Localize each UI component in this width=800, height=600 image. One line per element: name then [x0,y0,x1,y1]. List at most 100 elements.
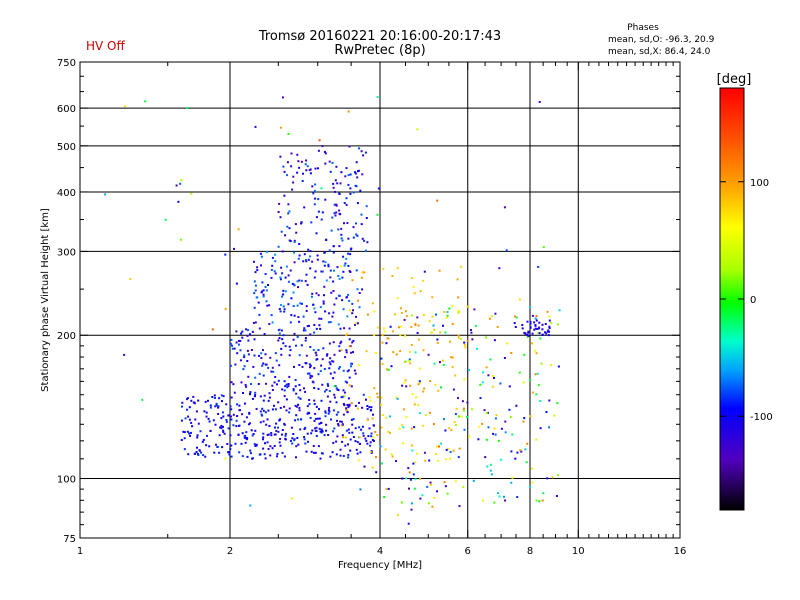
data-point [431,296,434,299]
data-point [245,437,248,440]
data-point [373,334,376,337]
data-point [437,389,440,392]
data-point [419,477,421,480]
data-point [531,332,534,335]
data-point [342,403,345,405]
data-point [235,330,238,333]
data-point [430,331,433,334]
data-point [518,298,521,301]
data-point [538,321,541,324]
data-point [335,297,338,300]
data-point [289,321,292,324]
data-point [333,385,336,388]
data-point [298,354,301,357]
data-point [193,452,196,455]
data-point [295,405,298,408]
data-point [323,294,325,297]
data-point [384,448,387,451]
data-point [332,441,335,444]
data-point [267,284,269,286]
data-point [278,202,281,205]
data-point [306,432,309,435]
data-point [498,495,501,498]
data-point [463,344,466,346]
data-point [324,310,327,313]
data-point [350,362,353,365]
data-point [370,432,373,435]
data-point [431,315,434,318]
data-point [432,324,435,327]
data-point [187,415,190,418]
data-point [229,364,232,367]
data-point [284,290,287,293]
data-point [309,172,312,175]
data-point [337,275,340,277]
data-point [332,186,335,189]
data-point [249,422,251,425]
data-point [267,366,270,369]
data-point [500,427,503,430]
data-point [325,279,328,282]
data-point [407,467,410,470]
chart-subtitle: RwPretec (8p) [334,43,425,58]
data-point [529,325,532,328]
data-point [123,353,126,356]
data-point [243,435,246,438]
data-point [493,377,495,379]
data-point [196,434,199,437]
data-point [389,325,392,328]
data-point [359,488,362,491]
data-point [366,405,369,407]
data-point [424,459,427,462]
data-point [335,453,338,456]
data-point [347,406,350,409]
data-point [271,389,274,391]
data-point [301,180,304,182]
data-point [451,305,454,308]
data-point [230,455,233,458]
data-point [239,359,242,362]
data-point [414,351,417,354]
data-point [371,302,374,305]
data-point [317,198,320,201]
data-point [342,308,345,311]
data-point [343,404,346,407]
data-point [348,299,351,302]
data-point [333,396,336,399]
data-point [408,471,411,474]
data-point [272,370,275,373]
data-point [302,315,305,318]
data-point [279,155,282,158]
data-point [218,451,221,454]
data-point [284,434,287,437]
data-point [411,277,414,280]
data-point [246,334,249,337]
data-point [403,318,406,321]
data-point [329,269,332,272]
data-point [348,270,351,272]
data-point [297,316,300,319]
data-point [217,413,220,415]
data-point [377,187,380,190]
data-point [202,454,205,457]
data-point [316,258,319,261]
data-point [398,427,401,430]
data-point [495,414,498,417]
data-point [534,324,537,327]
data-point [264,273,267,275]
data-point [546,330,549,333]
data-point [307,258,310,261]
data-point [529,379,532,382]
data-point [355,222,357,225]
data-point [434,383,437,386]
data-point [351,431,354,434]
data-point [308,412,311,415]
data-point [349,173,352,176]
data-point [141,398,144,401]
data-point [533,328,536,331]
data-point [292,181,295,184]
data-point [498,267,501,270]
data-point [328,367,331,370]
data-point [340,424,343,427]
data-point [319,370,322,373]
